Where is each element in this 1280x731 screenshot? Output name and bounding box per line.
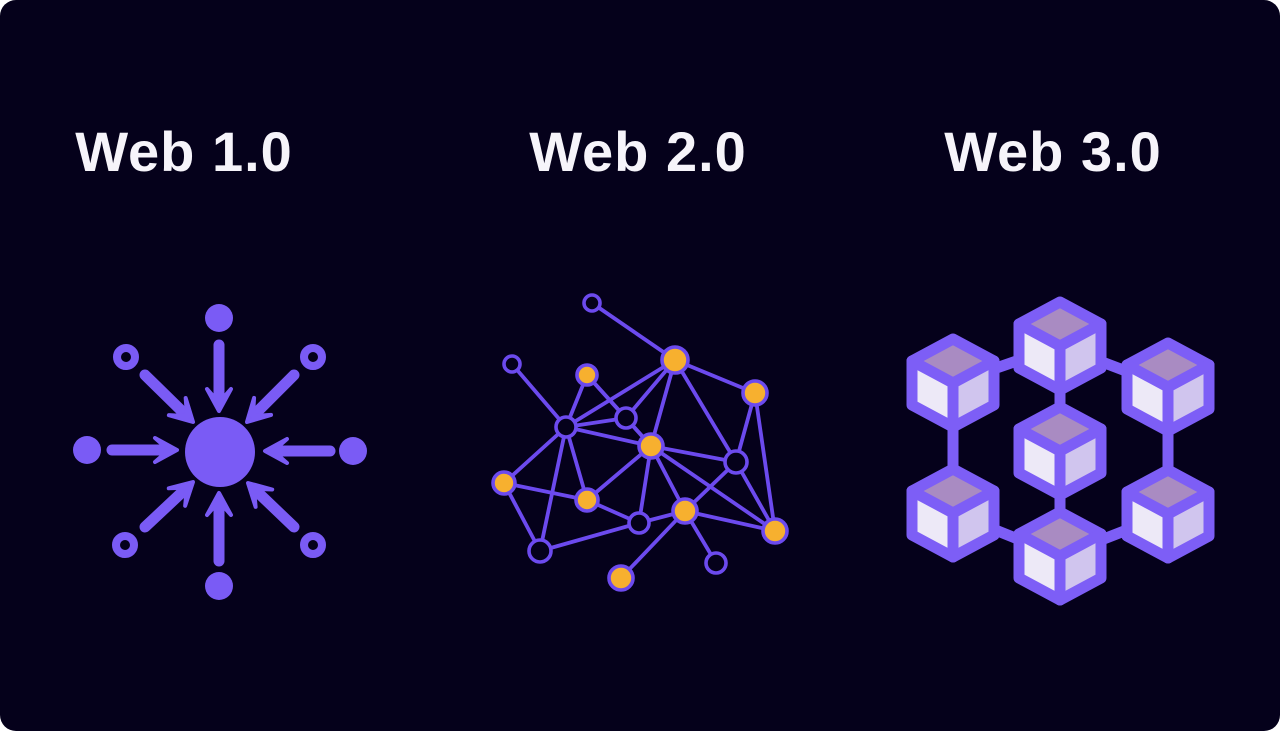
inward-arrow-head <box>246 481 275 509</box>
satellite-ring <box>113 344 139 370</box>
inward-arrow-head <box>166 396 195 424</box>
satellite-dot <box>339 437 367 465</box>
network-node-orange <box>671 497 699 525</box>
block-cube <box>1013 401 1107 501</box>
network-edge <box>649 444 777 533</box>
network-node-hollow <box>554 415 578 439</box>
satellite-dot <box>205 304 233 332</box>
cube-frame-inner-edges <box>906 355 1000 433</box>
web3-blockchain-icon <box>906 296 1215 606</box>
network-node-hollow <box>502 354 522 374</box>
cube-frame-inner-edges <box>1013 318 1107 396</box>
web2-network-graph-icon <box>491 293 789 592</box>
cube-frame-inner-edges <box>1121 486 1215 564</box>
inward-arrow-head <box>263 437 289 465</box>
inward-arrow-head <box>166 480 195 508</box>
network-edge <box>502 481 542 553</box>
network-edge <box>502 425 568 485</box>
network-edge <box>510 362 568 429</box>
network-node-hollow <box>627 511 651 535</box>
block-cube <box>1013 506 1107 606</box>
network-edge <box>673 358 738 464</box>
network-edge <box>649 358 677 448</box>
cube-frame-inner-edges <box>1013 423 1107 501</box>
network-node-hollow <box>527 538 553 564</box>
web1-centralized-hub-icon <box>73 304 367 600</box>
block-cube <box>906 463 1000 563</box>
satellite-ring <box>112 532 138 558</box>
network-edge <box>538 521 641 553</box>
inward-arrow-head <box>153 436 179 464</box>
network-node-hollow <box>704 551 728 575</box>
web1-title: Web 1.0 <box>75 120 293 183</box>
satellite-dot <box>73 436 101 464</box>
inward-arrow-shaft <box>250 369 300 419</box>
cube-frame-inner-edges <box>1121 359 1215 437</box>
network-node-orange <box>660 345 690 375</box>
network-edge <box>564 425 653 448</box>
network-edge <box>502 481 589 502</box>
block-cube <box>906 333 1000 433</box>
network-node-orange <box>761 517 789 545</box>
network-node-orange <box>491 470 517 496</box>
network-node-hollow <box>614 406 638 430</box>
network-node-orange <box>575 363 599 387</box>
block-cube <box>1013 296 1107 396</box>
inward-arrow-head <box>245 395 274 424</box>
block-cube <box>1121 464 1215 564</box>
central-hub-circle <box>185 417 255 487</box>
inward-arrow-shaft <box>251 485 300 533</box>
cube-frame-inner-edges <box>906 485 1000 563</box>
network-edge <box>585 444 653 502</box>
inward-arrow-head <box>205 387 233 413</box>
network-edge <box>538 425 568 553</box>
web3-title: Web 3.0 <box>944 120 1162 183</box>
satellite-ring <box>300 344 326 370</box>
inward-arrow-shaft <box>139 369 190 420</box>
network-node-orange <box>637 432 665 460</box>
network-node-hollow <box>582 293 602 313</box>
block-cube <box>1121 337 1215 437</box>
satellite-dot <box>205 572 233 600</box>
network-edge <box>753 391 777 533</box>
network-node-orange <box>574 487 600 513</box>
cube-frame-inner-edges <box>1013 528 1107 606</box>
network-node-hollow <box>723 449 749 475</box>
network-node-orange <box>741 379 769 407</box>
inward-arrow-head <box>205 491 233 517</box>
inward-arrow-shaft <box>139 484 190 533</box>
network-edge <box>683 509 777 533</box>
network-edge <box>619 509 687 580</box>
network-edge <box>590 301 677 362</box>
satellite-ring <box>300 532 326 558</box>
network-edge <box>564 358 677 429</box>
network-edge <box>649 444 738 464</box>
network-node-orange <box>607 564 635 592</box>
web2-title: Web 2.0 <box>529 120 747 183</box>
